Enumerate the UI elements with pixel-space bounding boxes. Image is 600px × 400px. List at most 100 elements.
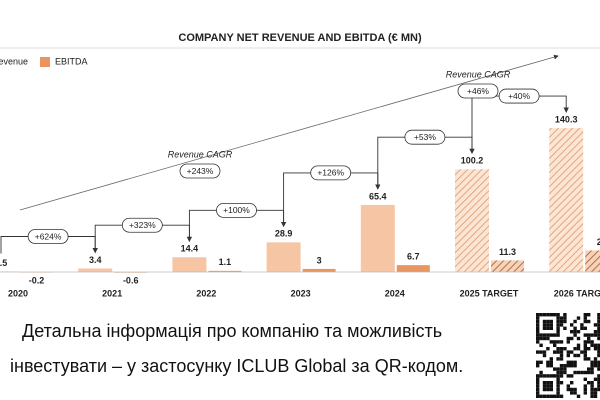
value-label: 65.4 [369,191,387,201]
qr-cell [593,360,598,364]
chart-title: COMPANY NET REVENUE AND EBITDA (€ MN) [178,32,422,44]
qr-cell [573,330,577,334]
qr-cell [559,316,564,320]
qr-cell [576,347,581,351]
qr-cell [593,333,598,337]
qr-cell [556,333,560,337]
bar [491,260,524,272]
qr-cell [587,319,591,324]
qr-cell [549,381,553,385]
qr-cell [590,343,594,347]
bar [302,268,336,272]
qr-cell [563,347,567,351]
legend-label: Revenue [0,56,28,66]
growth-label: +323% [129,220,156,230]
qr-cell [536,360,540,364]
qr-cell [556,347,560,351]
bar [360,204,395,272]
qr-cell [556,391,560,395]
qr-cell [590,360,594,364]
qr-cell [583,340,587,344]
qr-cell [556,316,560,320]
value-label: 28.9 [275,229,293,239]
qr-cell [542,387,547,392]
qr-cell [542,394,547,398]
qr-cell [536,313,540,317]
value-label: -0.6 [123,275,139,285]
x-tick-label: 2020 [8,288,28,298]
qr-cell [570,374,574,378]
value-label: 11.3 [499,247,516,257]
growth-label: +46% [467,86,489,96]
qr-cell [553,367,557,371]
qr-cell [536,364,540,368]
qr-cell [597,350,600,354]
value-label: 1.1 [219,257,232,267]
qr-cell [587,347,591,351]
qr-cell [546,333,550,337]
qr-cell [597,330,600,334]
qr-cell [556,330,560,334]
qr-cell [542,336,547,341]
footer-text: інвестувати – у застосунку ICLUB Global … [10,356,463,376]
qr-cell [559,347,564,351]
bar [78,268,113,272]
qr-cell [539,333,543,337]
qr-cell [593,343,598,347]
growth-label: +53% [414,132,436,142]
qr-cell [573,353,577,358]
qr-cell [583,377,587,381]
qr-cell [546,347,550,351]
qr-cell [556,319,560,324]
qr-cell [563,367,567,371]
bar [266,242,301,272]
qr-cell [573,370,577,375]
qr-cell [539,350,543,354]
qr-cell [546,387,550,392]
qr-cell [559,353,564,358]
qr-cell [573,387,577,392]
qr-cell [549,319,553,324]
cagr-text: Revenue CAGR [446,69,511,79]
qr-cell [570,350,574,354]
qr-cell [573,333,577,337]
qr-cell [570,330,574,334]
qr-cell [597,347,600,351]
qr-cell [563,316,567,320]
qr-cell [549,326,553,330]
qr-cell [573,364,577,368]
growth-pill [121,217,163,233]
qr-cell [542,319,547,324]
qr-cell [593,391,598,395]
qr-cell [563,319,567,324]
growth-pill [179,163,221,179]
qr-cell [593,323,598,327]
x-tick-label: 2025 TARGET [460,288,519,298]
qr-cell [536,333,540,337]
qr-cell [597,377,600,381]
qr-cell [593,387,598,392]
qr-cell [597,333,600,337]
growth-pill [310,165,352,181]
qr-cell [566,360,570,364]
qr-cell [536,374,540,378]
qr-cell [556,340,560,344]
qr-cell [559,394,564,398]
qr-cell [559,357,564,361]
growth-pill [498,88,540,104]
qr-cell [536,384,540,388]
qr-cell [570,387,574,392]
qr-cell [559,319,564,324]
qr-cell [597,336,600,341]
qr-cell [587,357,591,361]
qr-cell [536,316,540,320]
value-label: 100.2 [461,156,484,166]
qr-cell [556,377,560,381]
qr-cell [559,340,564,344]
qr-cell [583,347,587,351]
qr-cell [566,336,570,341]
qr-cell [597,364,600,368]
qr-cell [580,350,584,354]
qr-cell [593,330,598,334]
